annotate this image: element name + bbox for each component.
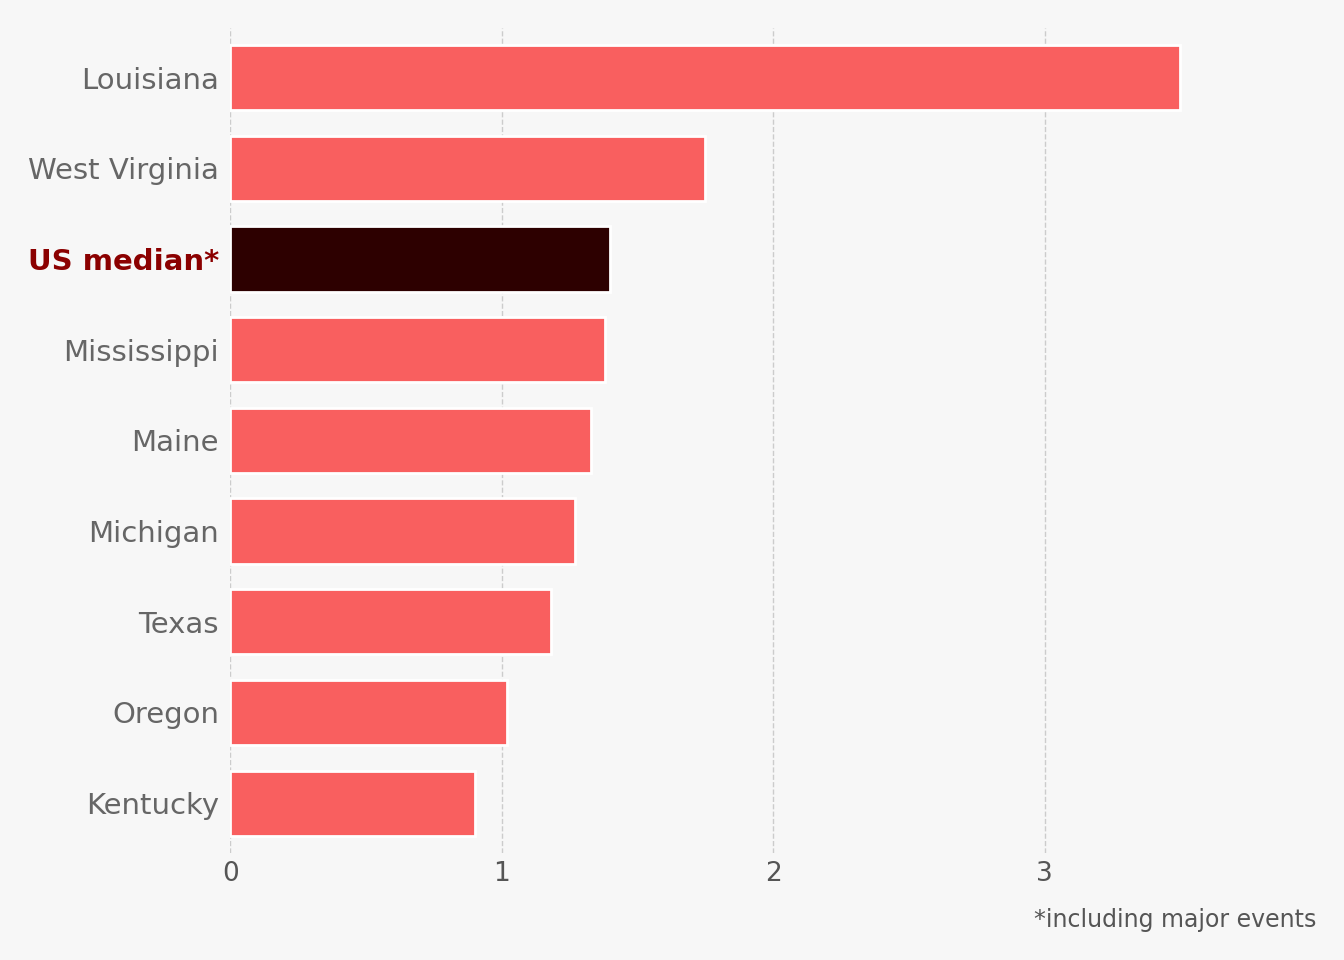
Bar <box>230 45 1180 110</box>
Bar <box>230 771 474 836</box>
X-axis label: *including major events: *including major events <box>1034 908 1316 932</box>
Bar <box>230 227 610 292</box>
Bar <box>230 408 591 473</box>
Bar <box>230 680 507 745</box>
Bar <box>230 135 706 201</box>
Bar <box>230 498 575 564</box>
Bar <box>230 317 605 382</box>
Bar <box>230 589 551 655</box>
